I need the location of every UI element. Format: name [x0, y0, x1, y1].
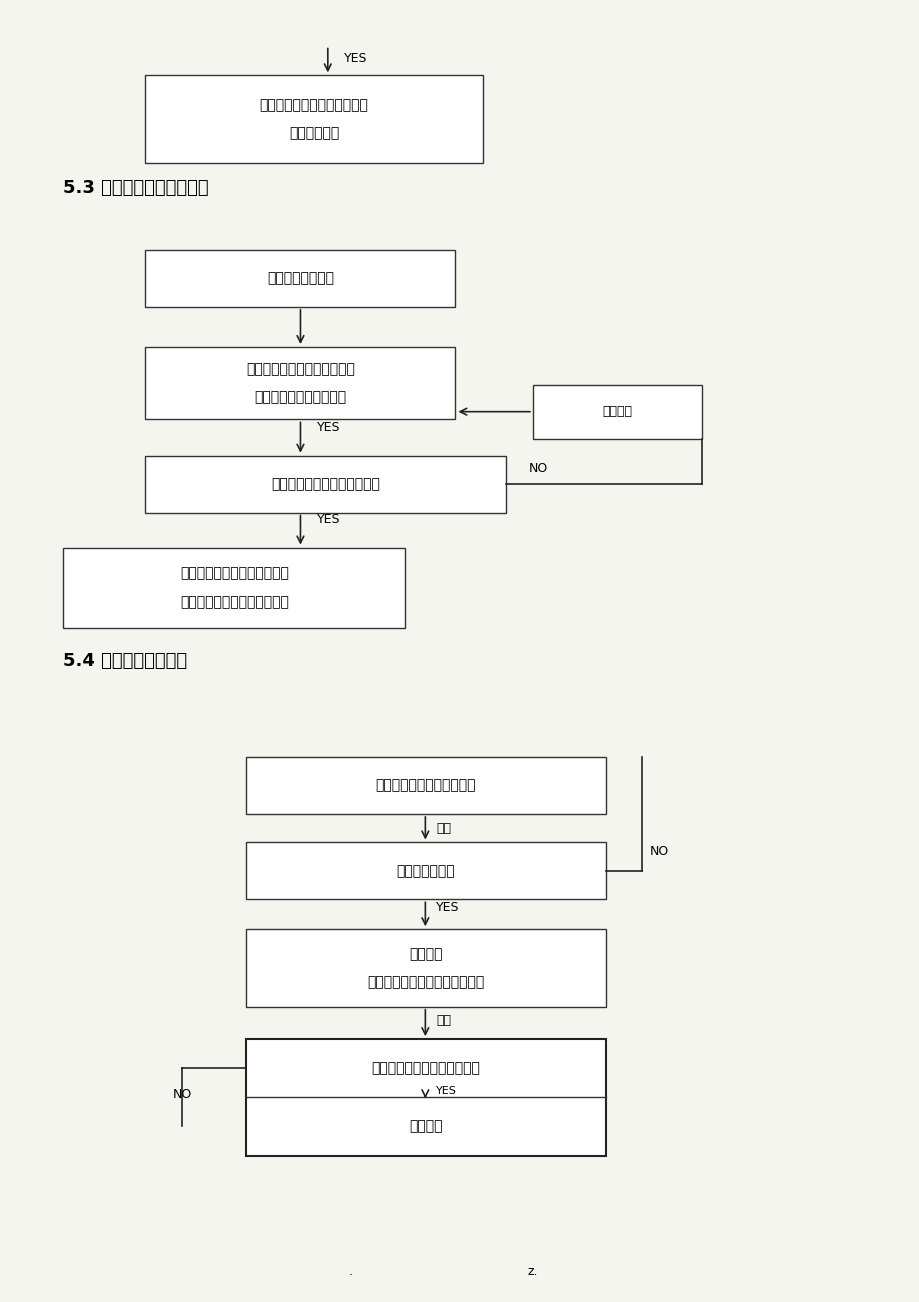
Bar — [145, 348, 455, 419]
Text: 5.4 主要材料核定程序: 5.4 主要材料核定程序 — [63, 652, 187, 671]
Text: 供料方提供样品和技术资料: 供料方提供样品和技术资料 — [375, 779, 475, 793]
Bar — [532, 384, 701, 439]
Text: 5.3 根底分部工程验收流程: 5.3 根底分部工程验收流程 — [63, 178, 209, 197]
Bar — [245, 756, 606, 814]
Text: NO: NO — [649, 845, 668, 858]
Bar — [63, 548, 405, 628]
Text: 材料采购: 材料采购 — [409, 947, 442, 961]
Bar — [145, 250, 455, 307]
Text: z.: z. — [528, 1266, 538, 1279]
Bar — [245, 1039, 606, 1156]
Text: 资料并报驻地监理工程师: 资料并报驻地监理工程师 — [255, 391, 346, 405]
Text: 驻地监理工程师签署同意为该: 驻地监理工程师签署同意为该 — [180, 566, 289, 581]
Bar — [245, 930, 606, 1006]
Text: NO: NO — [528, 462, 547, 475]
Text: 提供合格证、准用证，平行检查: 提供合格证、准用证，平行检查 — [367, 975, 484, 990]
Text: 监理工程师审查: 监理工程师审查 — [396, 865, 455, 878]
Text: NO: NO — [172, 1088, 191, 1101]
Text: 分项工程质量: 分项工程质量 — [289, 126, 339, 141]
Text: YES: YES — [344, 52, 368, 65]
Text: 申报: 申报 — [436, 822, 451, 835]
Text: YES: YES — [436, 901, 460, 914]
Text: .: . — [348, 1266, 352, 1279]
Text: 施工单位汇总该分部工程技术: 施工单位汇总该分部工程技术 — [245, 362, 355, 376]
Text: 监理工程师核验签发验收意见: 监理工程师核验签发验收意见 — [371, 1061, 480, 1075]
Bar — [145, 76, 482, 163]
Bar — [245, 842, 606, 900]
Text: 监理工程师结合抽查结果评定: 监理工程师结合抽查结果评定 — [259, 98, 369, 112]
Text: 返工整改: 返工整改 — [602, 405, 631, 418]
Text: 分部验收意见，同意下一分部: 分部验收意见，同意下一分部 — [180, 595, 289, 609]
Bar — [145, 456, 505, 513]
Text: 投入使用: 投入使用 — [409, 1120, 442, 1134]
Text: YES: YES — [316, 421, 340, 434]
Text: YES: YES — [436, 1086, 457, 1096]
Text: YES: YES — [316, 513, 340, 526]
Text: 根底分项工程完成: 根底分项工程完成 — [267, 271, 334, 285]
Text: 驻地监理工程师审核技术资料: 驻地监理工程师审核技术资料 — [271, 477, 380, 491]
Text: 申报: 申报 — [436, 1014, 451, 1027]
